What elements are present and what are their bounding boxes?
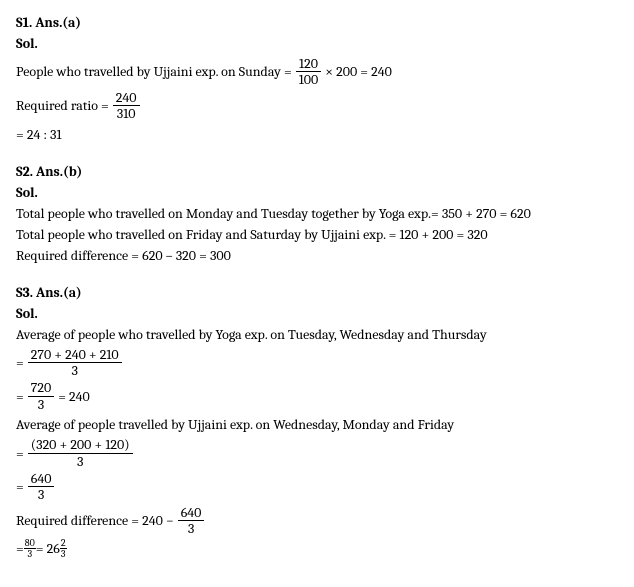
s1-line1-mid: × 200 = 240: [325, 61, 392, 82]
s3-frac3-den: 3: [74, 454, 86, 469]
s1-line1-text: People who travelled by Ujjaini exp. on …: [16, 61, 292, 82]
s3-frac1-num: 270 + 240 + 210: [28, 347, 122, 363]
s3-frac2: 720 3: [28, 380, 54, 412]
s3-frac4-num: 640: [28, 471, 55, 487]
s3-eq2: = 720 3 = 240: [16, 380, 618, 412]
solution-2: S2. Ans.(b) Sol. Total people who travel…: [16, 161, 618, 266]
s3-line6: = 80 3 = 26 2 3: [16, 538, 618, 559]
s1-frac1: 120 100: [296, 56, 322, 88]
s1-line3: = 24 : 31: [16, 124, 618, 145]
s1-frac1-den: 100: [296, 72, 322, 87]
s3-frac2-result: = 240: [58, 386, 90, 407]
s2-line2: Total people who travelled on Friday and…: [16, 224, 618, 245]
s3-frac7: 2 3: [60, 538, 67, 559]
s3-sol-label: Sol.: [16, 303, 618, 324]
s3-heading: S3. Ans.(a): [16, 282, 618, 303]
s2-heading: S2. Ans.(b): [16, 161, 618, 182]
s3-line1: Average of people who travelled by Yoga …: [16, 324, 618, 345]
s1-frac2: 240 310: [113, 90, 140, 122]
s2-sol-label: Sol.: [16, 182, 618, 203]
s3-frac2-den: 3: [35, 397, 47, 412]
s1-frac1-num: 120: [296, 56, 321, 72]
s1-line2: Required ratio = 240 310: [16, 90, 618, 122]
s3-line6-mid: = 26: [36, 538, 60, 559]
s3-eq3: = (320 + 200 + 120) 3: [16, 437, 618, 469]
s3-frac4-den: 3: [35, 487, 47, 502]
s3-line3: Average of people travelled by Ujjaini e…: [16, 414, 618, 435]
s3-eq4: = 640 3: [16, 471, 618, 503]
s1-line1: People who travelled by Ujjaini exp. on …: [16, 56, 618, 88]
s3-frac4: 640 3: [28, 471, 55, 503]
s3-frac3-num: (320 + 200 + 120): [28, 437, 133, 453]
s3-frac1: 270 + 240 + 210 3: [28, 347, 122, 379]
solution-1: S1. Ans.(a) Sol. People who travelled by…: [16, 12, 618, 145]
s1-frac2-den: 310: [114, 106, 139, 121]
s3-frac5-den: 3: [185, 521, 197, 536]
s3-frac5-num: 640: [178, 505, 205, 521]
s3-line5: Required difference = 240 − 640 3: [16, 505, 618, 537]
s3-frac5: 640 3: [178, 505, 205, 537]
s3-frac2-num: 720: [28, 380, 54, 396]
s1-sol-label: Sol.: [16, 33, 618, 54]
s3-eq-prefix-2: =: [16, 386, 24, 407]
s3-frac1-den: 3: [68, 363, 80, 378]
s3-frac6: 80 3: [24, 538, 36, 559]
s3-eq-prefix-6: =: [16, 538, 24, 559]
s3-eq-prefix-4: =: [16, 476, 24, 497]
s3-eq1: = 270 + 240 + 210 3: [16, 347, 618, 379]
s3-line5-text: Required difference = 240 −: [16, 510, 174, 531]
s3-eq-prefix-1: =: [16, 352, 24, 373]
solution-3: S3. Ans.(a) Sol. Average of people who t…: [16, 282, 618, 560]
s1-line2-text: Required ratio =: [16, 95, 109, 116]
s3-frac3: (320 + 200 + 120) 3: [28, 437, 133, 469]
s3-eq-prefix-3: =: [16, 443, 24, 464]
s1-heading: S1. Ans.(a): [16, 12, 618, 33]
s1-frac2-num: 240: [113, 90, 140, 106]
s2-line1: Total people who travelled on Monday and…: [16, 203, 618, 224]
s2-line3: Required difference = 620 – 320 = 300: [16, 245, 618, 266]
